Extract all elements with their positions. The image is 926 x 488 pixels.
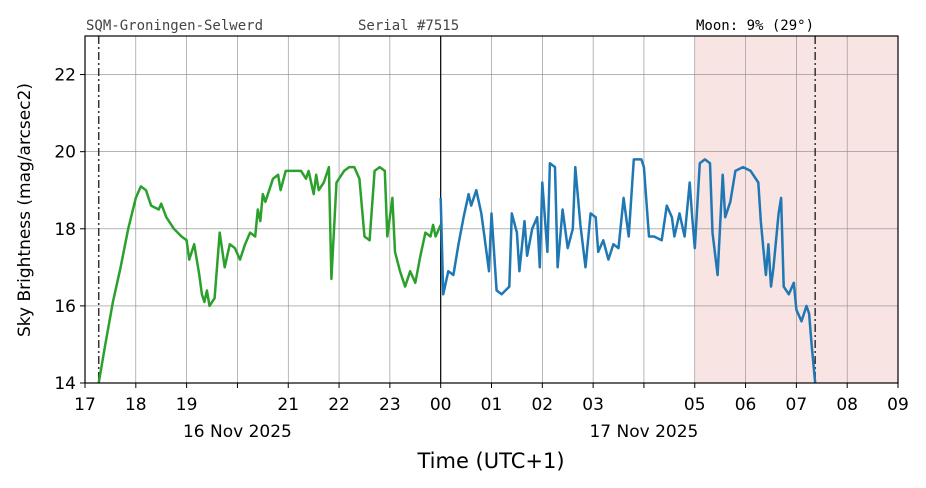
- series-line: [97, 165, 442, 384]
- x-tick-label: 22: [328, 395, 350, 415]
- x-tick-label: 05: [684, 395, 706, 415]
- x-tick-label: 23: [379, 395, 401, 415]
- x-tick-label: 17: [74, 395, 96, 415]
- series-line: [439, 158, 817, 384]
- x-tick-label: 01: [481, 395, 503, 415]
- y-tick-label: 16: [54, 297, 76, 317]
- serial: Serial #7515: [358, 18, 459, 34]
- x-tick-label: 02: [531, 395, 553, 415]
- site-name: SQM-Groningen-Selwerd: [86, 18, 263, 34]
- y-tick-label: 22: [54, 66, 76, 86]
- x-tick-label: 06: [735, 395, 757, 415]
- x-tick-label: 19: [176, 395, 198, 415]
- y-tick-label: 20: [54, 143, 76, 163]
- x-tick-label: 09: [887, 395, 909, 415]
- y-tick-label: 18: [54, 220, 76, 240]
- moon-info: Moon: 9% (29°): [696, 18, 814, 34]
- x-tick-label: 03: [582, 395, 604, 415]
- x-tick-label: 00: [430, 395, 452, 415]
- date-label: 17 Nov 2025: [589, 422, 698, 442]
- x-tick-label: 18: [125, 395, 147, 415]
- y-tick-label: 14: [54, 374, 76, 394]
- date-label: 16 Nov 2025: [183, 422, 292, 442]
- y-axis-label: Sky Brightness (mag/arcsec2): [15, 83, 35, 337]
- x-tick-label: 08: [836, 395, 858, 415]
- plot-frame: [84, 35, 899, 384]
- x-tick-label: 07: [786, 395, 808, 415]
- x-axis-label: Time (UTC+1): [416, 449, 564, 473]
- x-tick-label: 21: [277, 395, 299, 415]
